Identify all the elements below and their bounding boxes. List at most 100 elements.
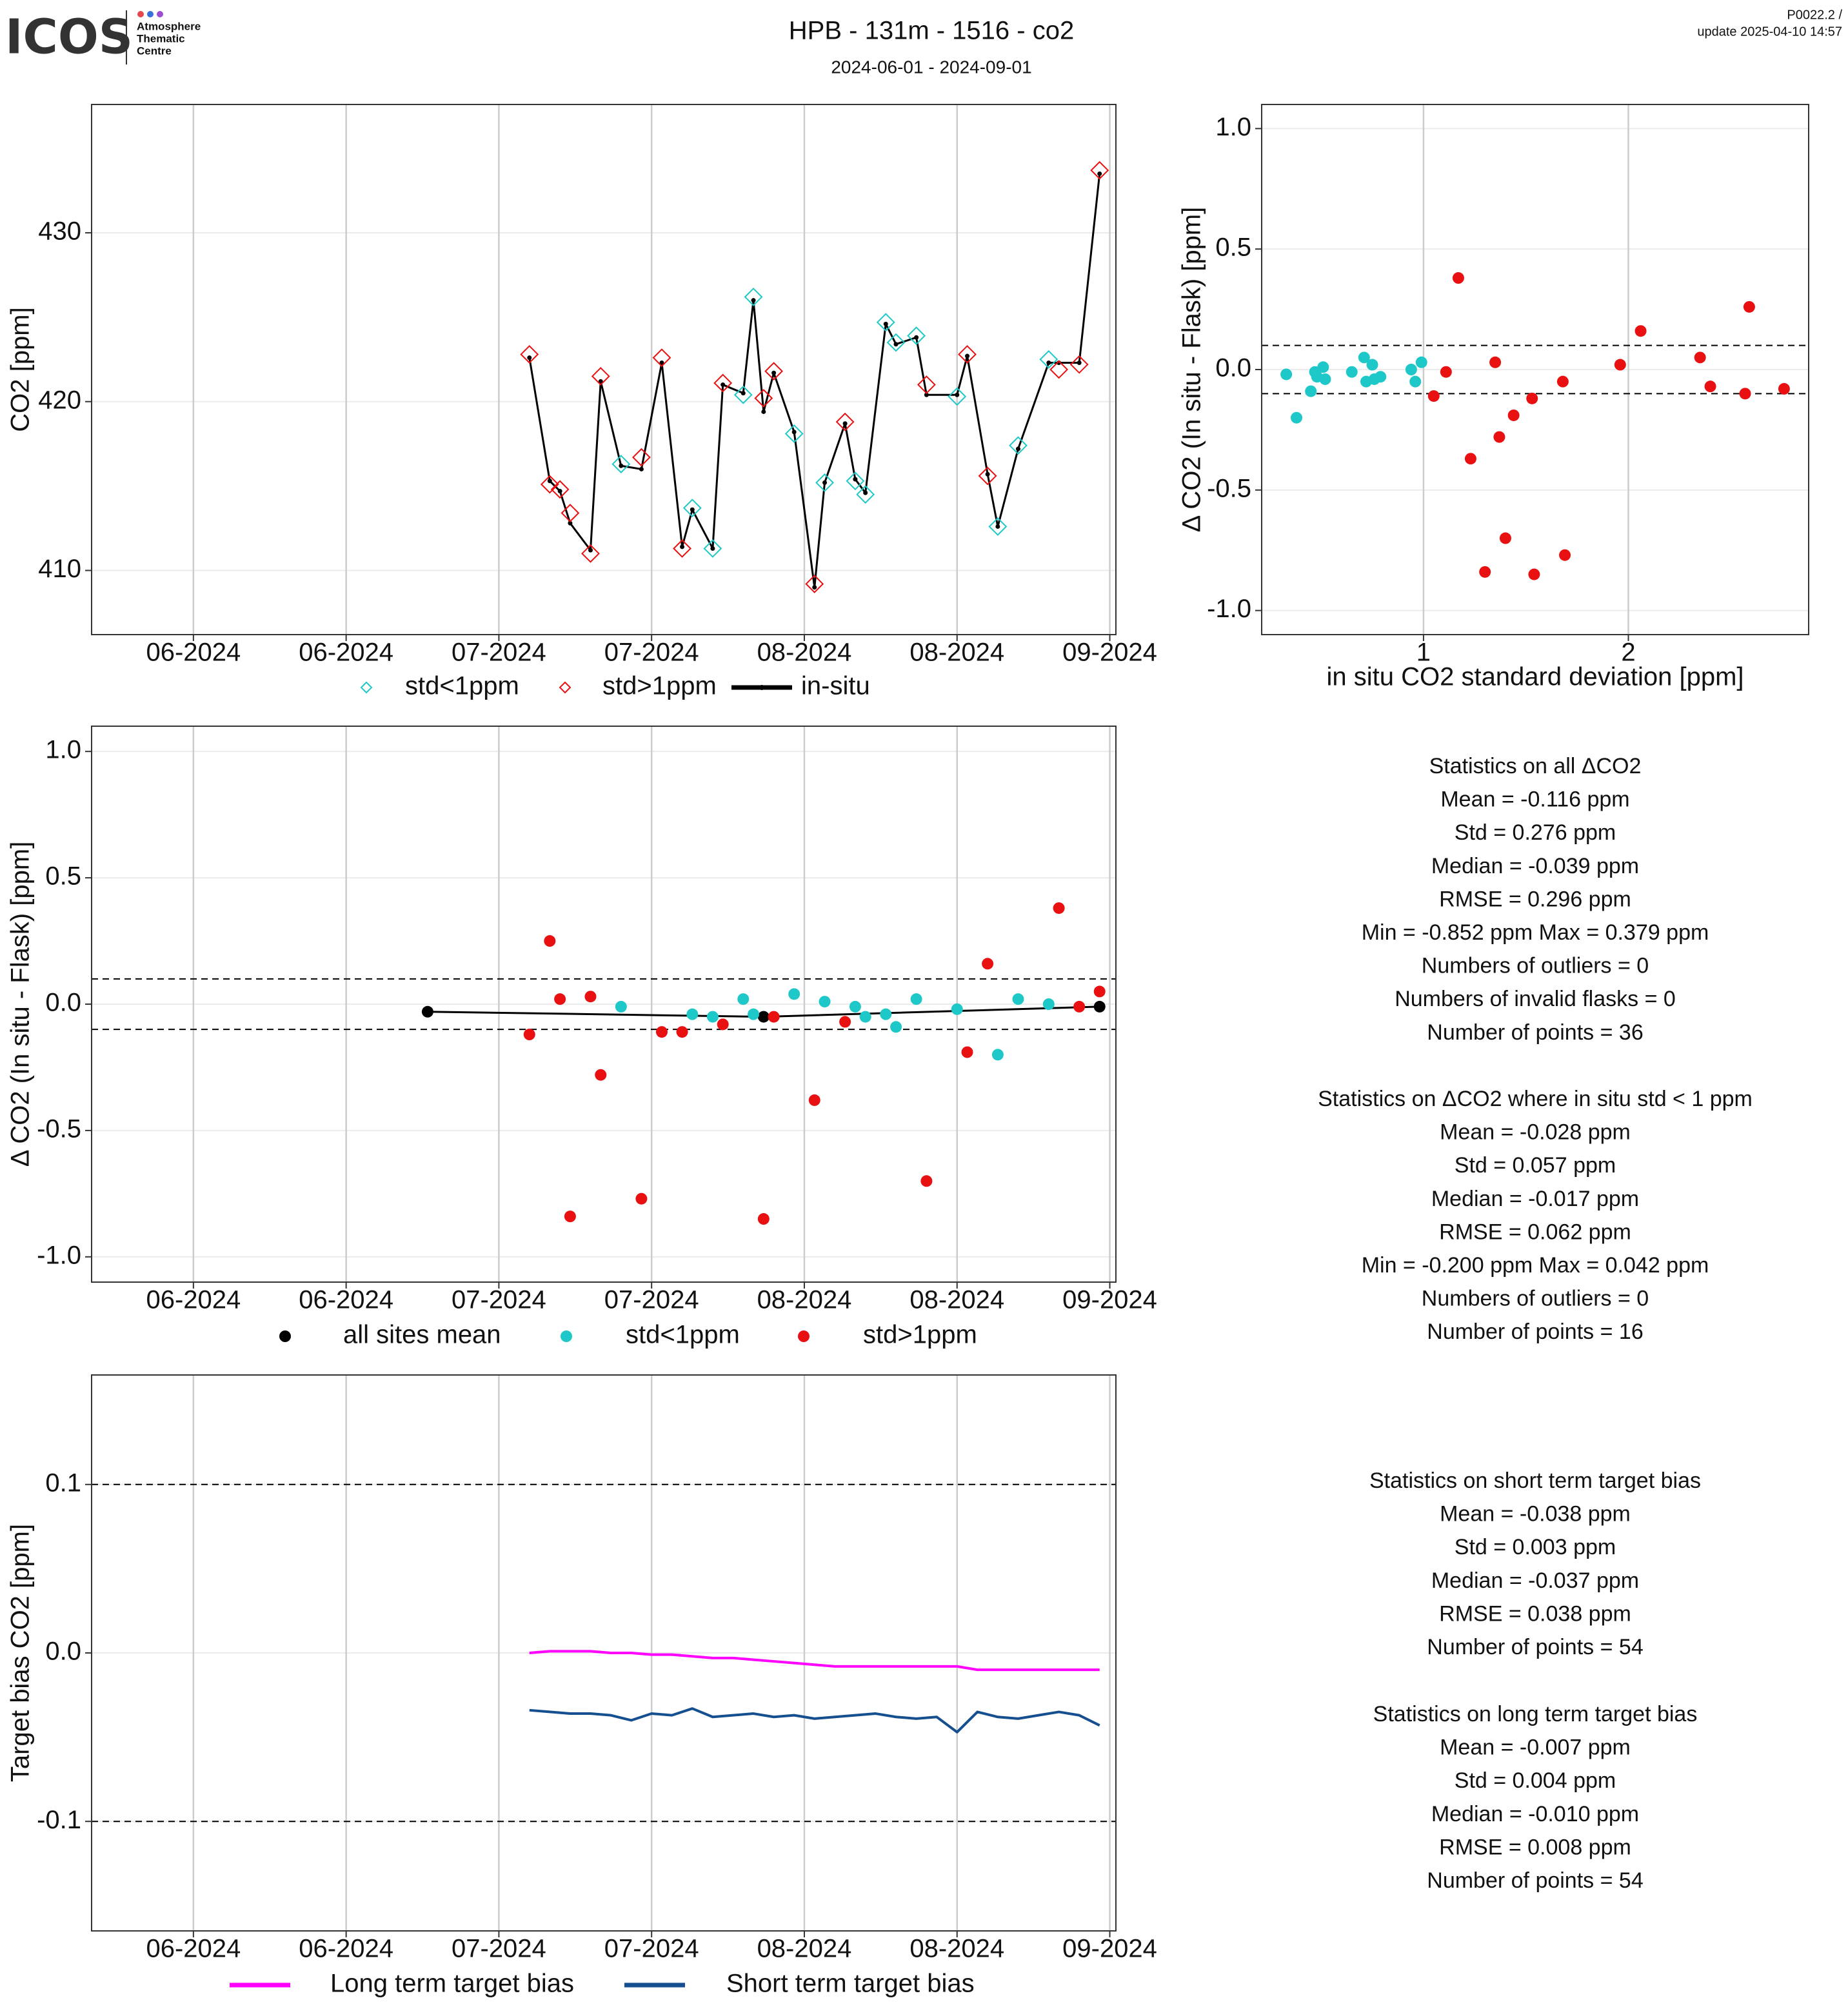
- y-tick-label: -1.0: [1207, 595, 1251, 623]
- diamond-marker: [682, 499, 702, 518]
- point: [1489, 356, 1502, 368]
- x-tick-label: 08-2024: [909, 638, 1004, 667]
- point: [839, 1016, 851, 1028]
- diamond-marker: [805, 575, 824, 593]
- vertex-point: [1015, 446, 1020, 451]
- stats-line: Numbers of invalid flasks = 0: [1395, 987, 1676, 1011]
- diamond-marker: [856, 485, 875, 504]
- stats-line: Number of points = 54: [1427, 1868, 1643, 1893]
- point: [421, 1005, 433, 1018]
- point: [910, 993, 922, 1005]
- diamond-marker: [1009, 436, 1028, 455]
- y-tick-label: -0.5: [1207, 474, 1251, 502]
- point: [1739, 388, 1751, 400]
- plot-border: [91, 726, 1117, 1283]
- point: [819, 996, 831, 1008]
- x-axis-title: in situ CO2 standard deviation [ppm]: [1326, 663, 1744, 691]
- point: [890, 1021, 902, 1033]
- point: [615, 1000, 627, 1013]
- point: [1507, 409, 1520, 421]
- vertex-point: [893, 342, 899, 347]
- vertex-point: [740, 391, 746, 396]
- legend-point: [279, 1330, 291, 1342]
- x-tick-label: 08-2024: [757, 638, 852, 667]
- legend-diamond: [559, 681, 571, 694]
- point: [1053, 902, 1065, 915]
- vertex-point: [965, 353, 970, 359]
- vertex-point: [791, 430, 797, 435]
- x-tick-label: 07-2024: [452, 1935, 546, 1963]
- plot-border: [91, 1374, 1117, 1932]
- point: [1464, 453, 1476, 465]
- stats-line: RMSE = 0.008 ppm: [1439, 1835, 1631, 1859]
- subtitle: 2024-06-01 - 2024-09-01: [831, 57, 1031, 77]
- vertex-point: [771, 370, 777, 375]
- point: [544, 935, 556, 947]
- diamond-marker: [520, 345, 539, 364]
- logo-sub: Centre: [137, 44, 172, 57]
- x-tick-label: 1: [1416, 638, 1431, 667]
- point: [1405, 364, 1417, 375]
- vertex-point: [1077, 361, 1082, 366]
- diamond-marker: [703, 539, 722, 558]
- version: P0022.2 /: [1787, 8, 1842, 22]
- point: [991, 1049, 1004, 1061]
- point: [1366, 359, 1378, 371]
- point: [686, 1008, 699, 1020]
- stats-title: Statistics on long term target bias: [1373, 1702, 1698, 1726]
- diamond-marker: [611, 455, 631, 474]
- point: [1528, 568, 1540, 580]
- point: [748, 1008, 760, 1020]
- legend-label: Short term target bias: [726, 1970, 975, 1998]
- point: [1556, 375, 1569, 388]
- point: [768, 1011, 780, 1023]
- diamond-marker: [713, 373, 733, 393]
- diamond-marker: [958, 345, 977, 364]
- point: [1415, 356, 1427, 368]
- point: [676, 1026, 688, 1038]
- diamond-marker: [754, 389, 773, 408]
- y-axis-title: Δ CO2 (In situ - Flask) [ppm]: [6, 842, 35, 1167]
- point: [523, 1029, 535, 1041]
- logo-dot: [147, 11, 154, 17]
- point: [635, 1192, 648, 1205]
- vertex-point: [1046, 361, 1051, 366]
- y-tick-label: 410: [38, 555, 81, 583]
- diamond-marker: [948, 387, 967, 406]
- point: [1358, 351, 1370, 364]
- point: [920, 1175, 933, 1187]
- point: [1499, 532, 1511, 544]
- x-tick-label: 09-2024: [1062, 638, 1157, 667]
- vertex-point: [720, 382, 726, 388]
- vertex-point: [822, 480, 828, 485]
- x-tick-label: 2: [1621, 638, 1635, 667]
- series-line: [529, 1707, 1100, 1734]
- stats-line: Numbers of outliers = 0: [1422, 1287, 1649, 1311]
- diamond-marker: [581, 544, 600, 563]
- legend-diamond: [360, 681, 373, 694]
- stats-line: Mean = -0.116 ppm: [1440, 787, 1629, 812]
- stats-line: Median = -0.037 ppm: [1431, 1568, 1639, 1593]
- diamond-marker: [886, 333, 906, 352]
- vertex-point: [557, 488, 562, 493]
- stats-title: Statistics on all ΔCO2: [1429, 754, 1642, 778]
- vertex-point: [863, 490, 868, 495]
- diamond-marker: [835, 412, 855, 431]
- diamond-marker: [876, 313, 895, 332]
- point: [1305, 385, 1317, 397]
- diamond-marker: [978, 466, 997, 486]
- point: [880, 1008, 892, 1020]
- stats-line: Mean = -0.007 ppm: [1440, 1735, 1631, 1760]
- point: [788, 988, 800, 1000]
- legend-label: Long term target bias: [330, 1970, 574, 1998]
- vertex-point: [588, 548, 593, 553]
- x-tick-label: 06-2024: [146, 1286, 241, 1314]
- vertex-point: [1097, 171, 1102, 176]
- vertex-point: [883, 321, 888, 326]
- point: [1452, 272, 1464, 284]
- vertex-point: [680, 544, 685, 549]
- y-tick-label: 0.1: [45, 1468, 81, 1497]
- diamond-marker: [631, 448, 651, 467]
- point: [1346, 366, 1358, 378]
- x-tick-label: 08-2024: [909, 1286, 1004, 1314]
